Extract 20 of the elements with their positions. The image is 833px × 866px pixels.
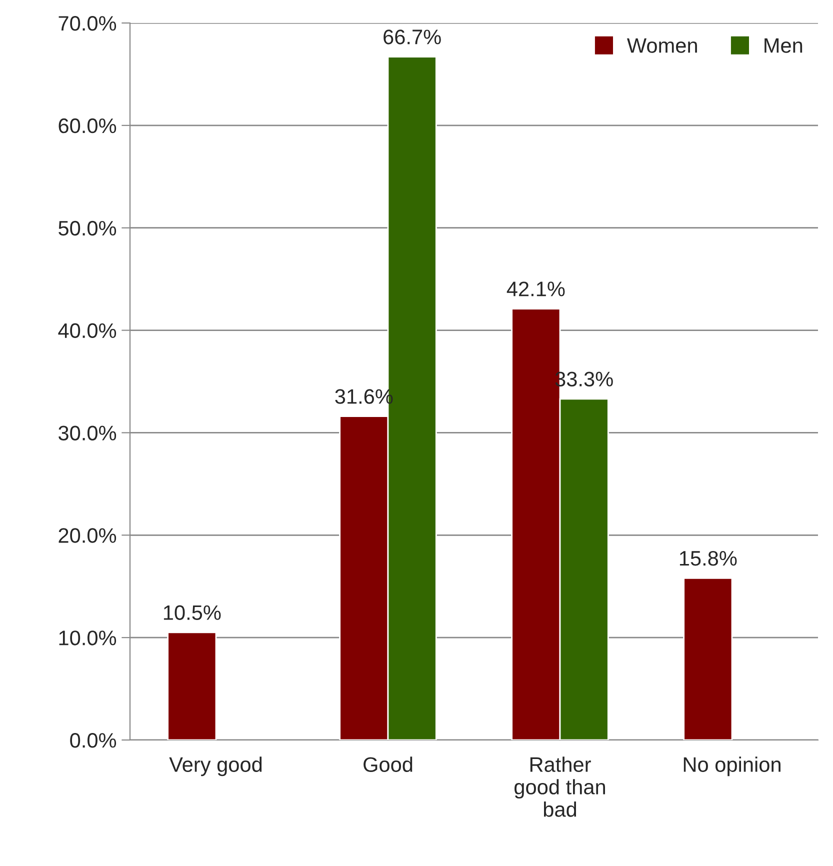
- text: 66.7%: [384, 30, 441, 44]
- y-tick-label: 10.0%: [59, 630, 116, 646]
- y-tick-label: 50.0%: [58, 220, 116, 236]
- x-tick-label: No opinion: [684, 756, 780, 776]
- x-tick-label: Very good: [169, 756, 262, 776]
- text: 10.5%: [164, 605, 221, 620]
- legend-label: Women: [626, 38, 697, 53]
- text: 42.1%: [506, 282, 565, 296]
- bar: [683, 577, 733, 740]
- y-tick-label: 0.0%: [70, 733, 116, 748]
- text: 15.8%: [680, 550, 737, 566]
- y-tick-label: 70.0%: [58, 16, 116, 31]
- legend-label: Men: [764, 38, 802, 53]
- y-tick-label: 40.0%: [58, 323, 116, 338]
- x-tick-label: Rather good than bad: [514, 756, 605, 817]
- y-tick-label: 60.0%: [58, 118, 116, 134]
- bar: [167, 632, 217, 740]
- y-tick-label: 30.0%: [58, 426, 116, 440]
- y-tick-label: 20.0%: [58, 528, 116, 543]
- x-tick-label: Good: [364, 756, 412, 772]
